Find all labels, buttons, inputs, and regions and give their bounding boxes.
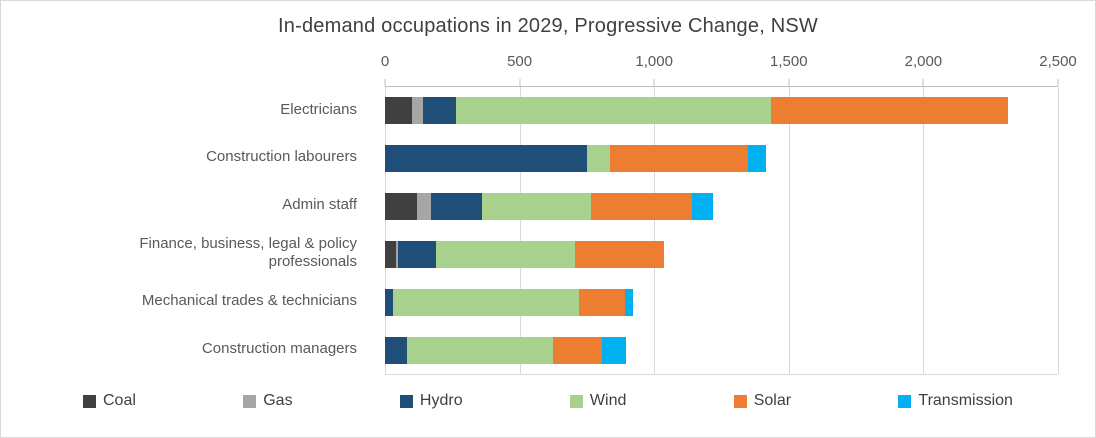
gridline [519, 87, 521, 374]
x-tick-mark [384, 79, 386, 86]
bar-segment-hydro [422, 97, 457, 125]
bar-segment-wind [586, 145, 610, 173]
legend-swatch-icon [569, 394, 583, 408]
bar-stack-1 [385, 97, 1058, 125]
bar-segment-solar [609, 145, 749, 173]
x-tick-mark [519, 79, 521, 86]
x-axis: 0 500 1,000 1,500 2,000 2,500 [381, 51, 1077, 86]
x-tick-label: 0 [380, 53, 390, 70]
y-axis-category-labels: Electricians Construction labourers Admin … [1, 86, 371, 373]
legend-label: Hydro [419, 392, 463, 409]
bar-segment-wind [406, 336, 554, 364]
gridline [385, 87, 386, 374]
gridline [654, 87, 656, 374]
legend-label: Wind [589, 392, 627, 409]
x-tick-label: 2,500 [1039, 53, 1077, 70]
bar-segment-solar [574, 240, 664, 268]
legend-item-transmission: Transmission [898, 392, 1013, 410]
legend-swatch-icon [399, 394, 413, 408]
bar-stack-2 [385, 145, 1058, 173]
bar-segment-solar [578, 288, 625, 316]
bar-segment-hydro [398, 240, 437, 268]
bar-stack-6 [385, 336, 1058, 364]
category-label: Electricians [280, 100, 357, 118]
legend-label: Solar [753, 392, 792, 409]
legend-item-gas: Gas [243, 392, 293, 410]
legend-swatch-icon [898, 394, 912, 408]
bar-segment-gas [417, 193, 431, 221]
x-tick-label: 1,000 [635, 53, 673, 70]
bar-row [385, 326, 1058, 374]
bar-segment-hydro [385, 336, 407, 364]
legend-swatch-icon [243, 394, 257, 408]
bar-segment-solar [771, 97, 1009, 125]
legend-label: Coal [103, 392, 136, 409]
x-tick-mark [788, 79, 790, 86]
legend-item-wind: Wind [569, 392, 627, 410]
category-label: Mechanical trades & technicians [141, 291, 357, 309]
bar-segment-solar [553, 336, 602, 364]
x-tick-label: 500 [507, 53, 533, 70]
plot-area [385, 86, 1059, 375]
bar-stack-5 [385, 288, 1058, 316]
bar-stack-4 [385, 240, 1058, 268]
gridline [923, 87, 925, 374]
bar-segment-coal [385, 97, 412, 125]
bar-segment-transmission [601, 336, 626, 364]
bar-stack-3 [385, 193, 1058, 221]
legend-label: Transmission [918, 392, 1013, 409]
x-tick-mark [1057, 79, 1059, 86]
gridline [788, 87, 790, 374]
bar-segment-coal [385, 240, 396, 268]
legend-swatch-icon [733, 394, 747, 408]
gridline [1058, 87, 1059, 374]
bar-row [385, 231, 1058, 279]
legend-item-solar: Solar [733, 392, 792, 410]
bar-segment-hydro [385, 288, 394, 316]
bar-segment-wind [456, 97, 772, 125]
x-tick-label: 2,000 [904, 53, 943, 70]
legend: Coal Gas Hydro Wind Solar Transmission [1, 385, 1095, 417]
category-label: Admin staff [282, 196, 357, 214]
bar-segment-hydro [430, 193, 482, 221]
bar-segment-gas [395, 240, 399, 268]
bar-segment-transmission [691, 193, 714, 221]
x-tick-label: 1,500 [770, 53, 808, 70]
bar-segment-hydro [385, 145, 587, 173]
x-tick-mark [653, 79, 655, 86]
legend-item-hydro: Hydro [399, 392, 463, 410]
bar-row [385, 278, 1058, 326]
bar-segment-wind [481, 193, 591, 221]
x-tick-mark [922, 79, 924, 86]
bar-segment-solar [590, 193, 692, 221]
category-label: Construction managers [201, 339, 357, 357]
legend-label: Gas [263, 392, 293, 409]
bar-segment-transmission [748, 145, 766, 173]
bar-row [385, 87, 1058, 135]
legend-swatch-icon [83, 394, 96, 408]
bar-segment-transmission [624, 288, 633, 316]
bar-segment-wind [436, 240, 575, 268]
bar-row [385, 183, 1058, 231]
bar-segment-gas [411, 97, 423, 125]
category-label: Construction labourers [206, 148, 357, 166]
bar-segment-coal [385, 193, 418, 221]
bar-segment-wind [393, 288, 579, 316]
category-label: Finance, business, legal & policy profes… [139, 234, 357, 271]
chart-title: In-demand occupations in 2029, Progressi… [278, 15, 818, 37]
bar-row [385, 135, 1058, 183]
legend-item-coal: Coal [83, 392, 136, 410]
